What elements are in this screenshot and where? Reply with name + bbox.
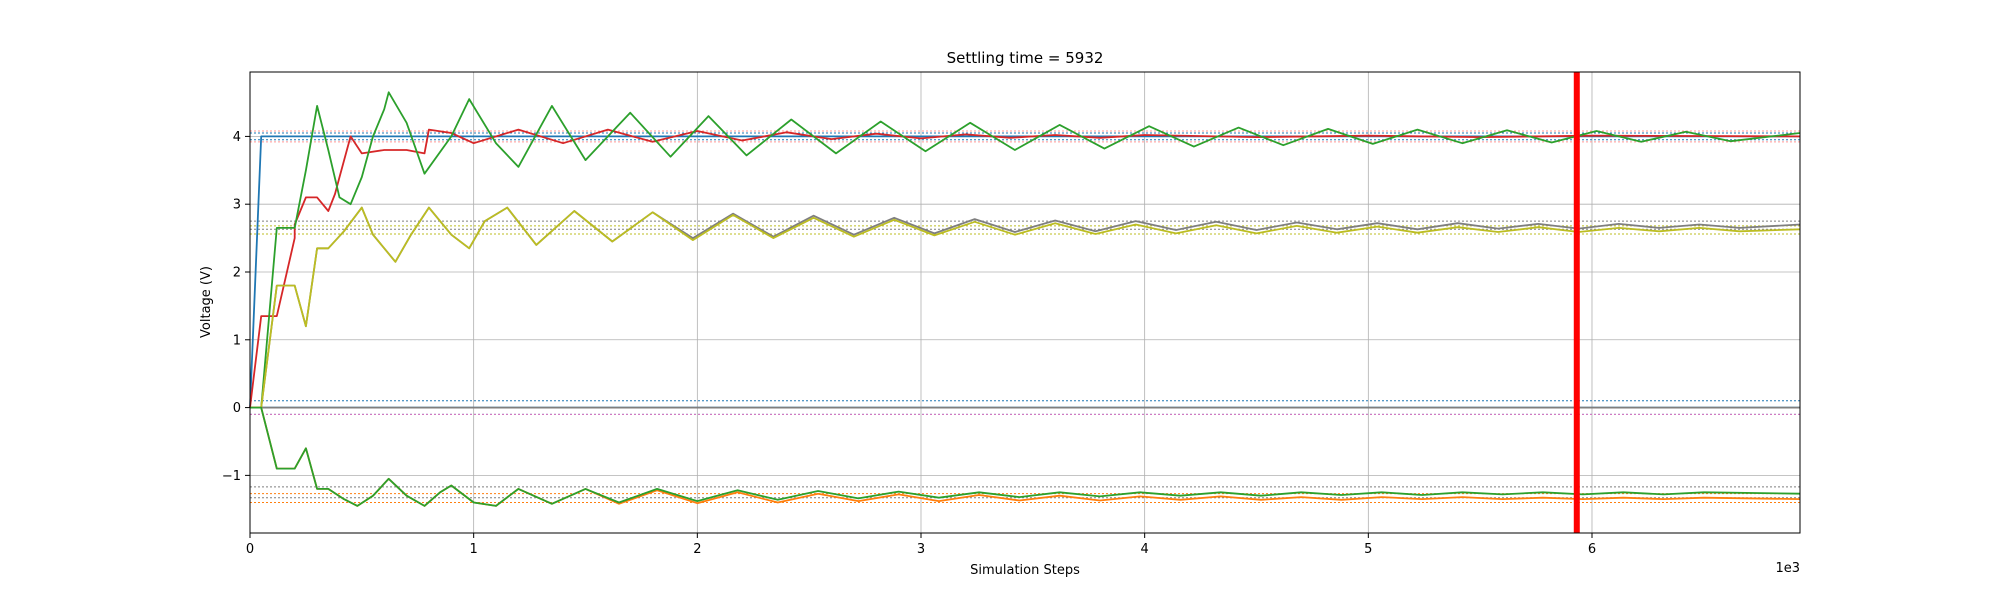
- x-axis-ticks: 0 1 2 3 4 5 6: [246, 533, 1596, 557]
- plot-frame: [249, 71, 1801, 534]
- x-tick-label: 4: [1141, 542, 1149, 557]
- series-line: [250, 406, 1801, 507]
- series-lines: [249, 91, 1801, 507]
- y-tick-label: −1: [222, 469, 241, 484]
- y-axis-label: Voltage (V): [199, 266, 214, 338]
- series-line: [250, 206, 1801, 409]
- y-tick-label: 2: [233, 265, 241, 280]
- series-line: [249, 128, 1801, 408]
- y-tick-label: 1: [233, 333, 241, 348]
- series-line: [250, 91, 1801, 409]
- x-tick-label: 5: [1364, 542, 1372, 557]
- x-tick-label: 1: [470, 542, 478, 557]
- x-tick-label: 0: [246, 542, 254, 557]
- x-axis-label: Simulation Steps: [970, 563, 1080, 578]
- y-tick-label: 4: [233, 130, 241, 145]
- x-tick-label: 3: [917, 542, 925, 557]
- x-tick-label: 2: [693, 542, 701, 557]
- x-axis-offset-label: 1e3: [1775, 561, 1800, 576]
- y-tick-label: 0: [233, 401, 241, 416]
- x-tick-label: 6: [1588, 542, 1596, 557]
- y-axis-ticks: −1 0 1 2 3 4: [222, 130, 250, 484]
- y-tick-label: 3: [233, 198, 241, 213]
- chart-title: Settling time = 5932: [947, 49, 1104, 67]
